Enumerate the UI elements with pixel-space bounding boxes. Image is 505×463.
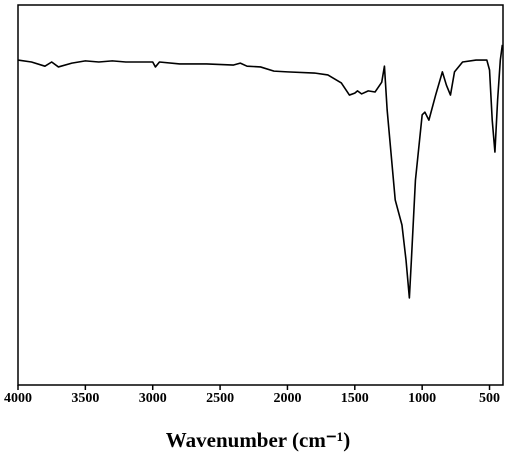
x-tick-label: 4000 [4, 391, 32, 406]
x-tick-label: 1500 [341, 391, 369, 406]
x-tick-label: 500 [479, 391, 500, 406]
spectrum-line [17, 44, 504, 299]
x-tick-label: 2500 [206, 391, 234, 406]
x-tick-label: 3000 [139, 391, 167, 406]
x-axis-title: Wavenumber (cm⁻¹) [166, 428, 350, 452]
x-tick-label: 3500 [71, 391, 99, 406]
x-tick-label: 1000 [408, 391, 436, 406]
x-tick-label: 2000 [273, 391, 301, 406]
plot-frame [17, 4, 504, 386]
